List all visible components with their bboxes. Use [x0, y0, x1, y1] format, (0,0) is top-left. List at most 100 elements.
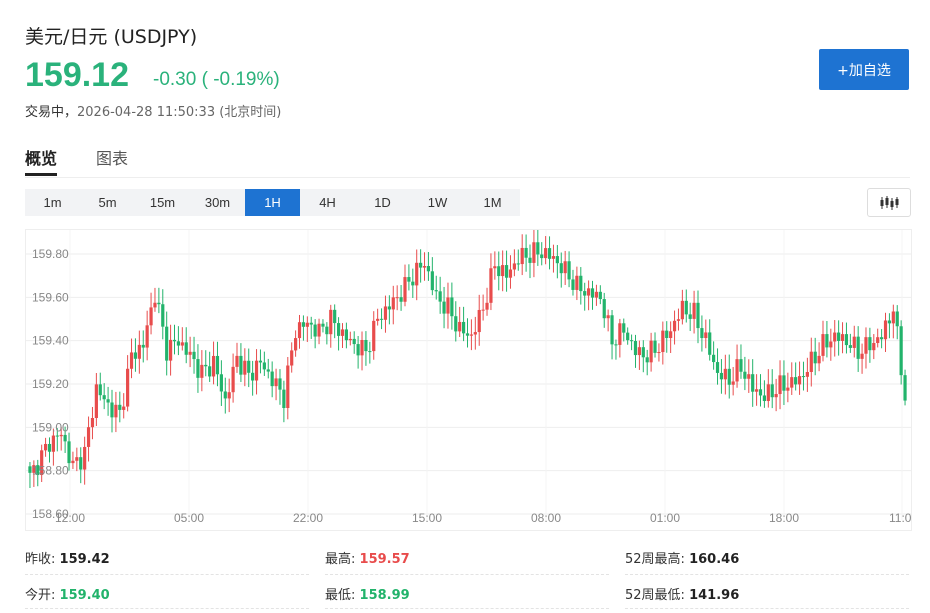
candle-body — [633, 341, 638, 356]
candle-body — [254, 360, 259, 381]
divider — [325, 608, 609, 609]
candle-body — [231, 366, 235, 393]
timeframe-1h[interactable]: 1H — [245, 189, 300, 216]
candle-body — [348, 338, 352, 341]
candle-body — [493, 266, 497, 269]
candle-body — [813, 351, 817, 364]
candle-body — [735, 359, 739, 382]
x-tick-label: 05:00 — [174, 511, 204, 525]
timeframe-15m[interactable]: 15m — [149, 195, 176, 210]
candle-body — [899, 326, 903, 376]
candle-body — [512, 263, 516, 270]
candle-body — [329, 309, 333, 335]
candle-body — [532, 242, 536, 263]
candle-body — [778, 375, 782, 395]
candle-body — [282, 389, 286, 409]
candle-body — [680, 300, 684, 320]
candle-body — [223, 391, 227, 399]
candle-body — [583, 291, 587, 296]
candle-body — [856, 336, 860, 359]
timeframe-1w[interactable]: 1W — [427, 195, 448, 210]
stat-open: 今开: 159.40 — [25, 584, 110, 603]
candle-body — [598, 291, 602, 300]
candle-body — [872, 343, 876, 351]
timeframe-selector: 1m 5m 15m 30m 1H 4H 1D 1W 1M — [25, 189, 520, 216]
candle-body — [555, 256, 559, 264]
candle-body — [149, 307, 153, 326]
candle-body — [469, 334, 474, 336]
candle-body — [579, 275, 583, 292]
page-title: 美元/日元 (USDJPY) — [25, 26, 198, 48]
candle-body — [696, 302, 700, 329]
candle-body — [751, 374, 755, 392]
candle-body — [419, 262, 423, 268]
prev-close-label: 昨收: — [25, 552, 56, 567]
candle-body — [723, 368, 727, 380]
candle-body — [317, 323, 321, 337]
candle-body — [458, 321, 462, 332]
timeframe-5m[interactable]: 5m — [98, 195, 117, 210]
stat-prev-close: 昨收: 159.42 — [25, 548, 110, 567]
x-tick-label: 22:00 — [293, 511, 323, 525]
candle-body — [28, 466, 32, 473]
candle-body — [575, 275, 579, 290]
candle-body — [165, 326, 169, 361]
candle-body — [684, 300, 688, 315]
tab-overview[interactable]: 概览 — [25, 149, 58, 168]
timeframe-1m[interactable]: 1m — [43, 195, 62, 210]
candle-body — [891, 311, 895, 324]
low-label: 最低: — [325, 588, 356, 603]
candle-body — [614, 344, 618, 346]
stat-low: 最低: 158.99 — [325, 584, 410, 603]
x-tick-label: 15:00 — [412, 511, 442, 525]
candle-body — [141, 344, 145, 348]
chart-type-button[interactable] — [867, 188, 911, 217]
candle-body — [790, 377, 794, 388]
candle-body — [481, 309, 485, 311]
candle-body — [356, 344, 360, 356]
candle-body — [106, 399, 110, 403]
candle-body — [426, 266, 431, 272]
candle-body — [79, 457, 83, 470]
candle-body — [754, 389, 759, 392]
y-tick-label: 159.20 — [32, 377, 69, 391]
candle-body — [590, 288, 595, 298]
x-tick-label: 08:00 — [531, 511, 561, 525]
candle-body — [110, 402, 114, 418]
x-tick-label: 18:00 — [769, 511, 799, 525]
timeframe-1mo[interactable]: 1M — [483, 195, 502, 210]
price-chart[interactable]: 159.80 159.60 159.40 159.20 159.00 158.80 158.… — [25, 229, 912, 531]
candle-body — [540, 254, 544, 259]
candle-body — [782, 375, 786, 391]
candle-body — [551, 256, 556, 259]
candle-body — [860, 353, 864, 359]
candle-body — [903, 375, 907, 401]
add-watchlist-button[interactable]: +加自选 — [819, 49, 909, 90]
candle-body — [286, 365, 290, 409]
w52-high-value: 160.46 — [689, 552, 740, 567]
candle-body — [501, 265, 505, 277]
candle-body — [547, 248, 552, 259]
timeframe-4h[interactable]: 4H — [319, 195, 336, 210]
candle-body — [692, 302, 696, 319]
price-change: -0.30 ( -0.19%) — [153, 69, 280, 90]
candle-body — [305, 322, 309, 327]
candle-body — [454, 316, 458, 332]
candle-body — [211, 355, 216, 377]
divider — [625, 574, 909, 575]
active-tab-indicator — [25, 173, 57, 176]
tab-bar: 概览 图表 — [25, 144, 910, 178]
candle-body — [36, 465, 40, 476]
candle-body — [465, 333, 470, 336]
timeframe-30m[interactable]: 30m — [204, 195, 231, 210]
candlestick-chart[interactable]: 159.80 159.60 159.40 159.20 159.00 158.80 158.… — [26, 229, 912, 530]
candle-body — [520, 247, 524, 265]
candle-body — [508, 269, 513, 278]
timeframe-1d[interactable]: 1D — [374, 195, 391, 210]
candle-body — [708, 332, 712, 355]
w52-low-value: 141.96 — [689, 588, 740, 603]
tab-chart[interactable]: 图表 — [96, 149, 129, 168]
candle-body — [731, 381, 735, 385]
candle-body — [40, 450, 44, 476]
candle-body — [626, 332, 630, 341]
